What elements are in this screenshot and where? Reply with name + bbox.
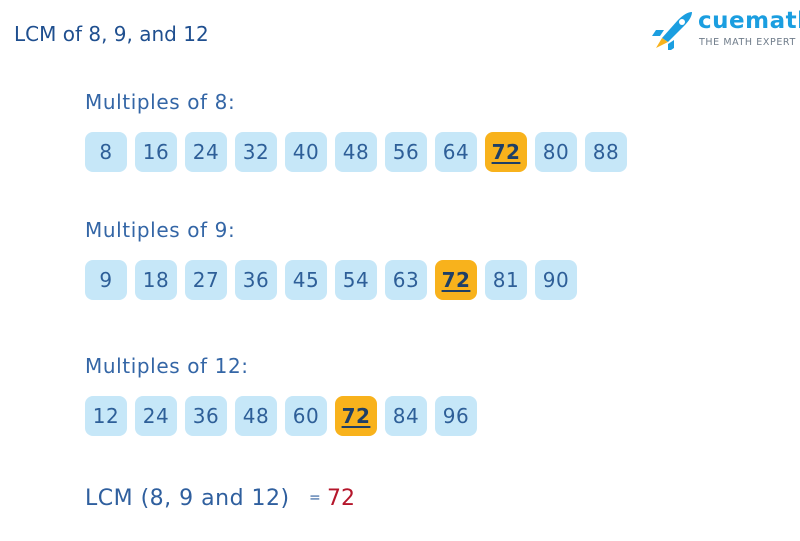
- row-label: Multiples of 8:: [85, 90, 236, 114]
- multiple: 12: [85, 396, 127, 436]
- multiple: 64: [435, 132, 477, 172]
- multiple: 81: [485, 260, 527, 300]
- multiple: 48: [235, 396, 277, 436]
- row-label: Multiples of 9:: [85, 218, 236, 242]
- multiple: 88: [585, 132, 627, 172]
- multiple: 32: [235, 132, 277, 172]
- multiple: 27: [185, 260, 227, 300]
- result-value: 72: [327, 486, 355, 511]
- multiple: 16: [135, 132, 177, 172]
- multiple: 60: [285, 396, 327, 436]
- multiple: 40: [285, 132, 327, 172]
- common-multiple: 72: [435, 260, 477, 300]
- common-multiple: 72: [335, 396, 377, 436]
- common-multiple: 72: [485, 132, 527, 172]
- multiple: 96: [435, 396, 477, 436]
- multiple: 36: [185, 396, 227, 436]
- result-equals: =: [309, 490, 321, 506]
- brand-name: cuemath: [698, 8, 800, 34]
- multiple: 80: [535, 132, 577, 172]
- multiple: 18: [135, 260, 177, 300]
- multiple: 63: [385, 260, 427, 300]
- brand-tagline: THE MATH EXPERT: [699, 37, 796, 48]
- multiple: 90: [535, 260, 577, 300]
- row-label: Multiples of 12:: [85, 354, 249, 378]
- multiple: 48: [335, 132, 377, 172]
- multiple: 84: [385, 396, 427, 436]
- multiple: 8: [85, 132, 127, 172]
- multiple: 24: [185, 132, 227, 172]
- multiple: 45: [285, 260, 327, 300]
- multiple: 56: [385, 132, 427, 172]
- result-label: LCM (8, 9 and 12): [85, 486, 290, 511]
- multiple: 54: [335, 260, 377, 300]
- title: LCM of 8, 9, and 12: [14, 22, 209, 46]
- multiple: 9: [85, 260, 127, 300]
- logo-icon: [652, 12, 692, 50]
- multiple: 36: [235, 260, 277, 300]
- multiple: 24: [135, 396, 177, 436]
